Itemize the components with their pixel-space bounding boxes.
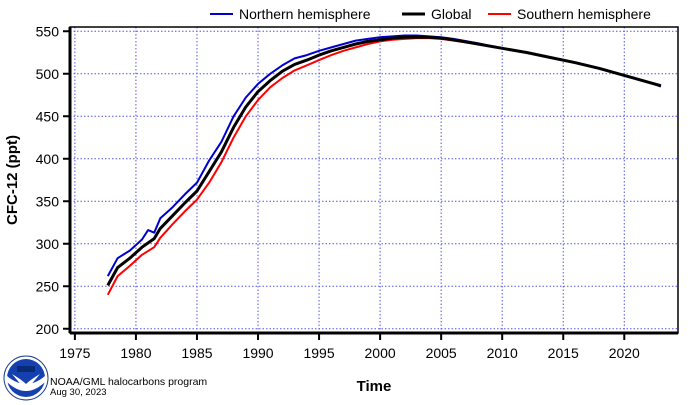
x-tick-label: 1975 bbox=[59, 345, 90, 361]
x-tick-label: 1990 bbox=[242, 345, 273, 361]
series-line-southern-hemisphere bbox=[106, 37, 662, 296]
y-tick-label: 300 bbox=[36, 236, 60, 252]
legend-label: Southern hemisphere bbox=[517, 6, 651, 22]
y-tick-label: 500 bbox=[36, 66, 60, 82]
credit-date: Aug 30, 2023 bbox=[50, 387, 107, 398]
series-lines bbox=[106, 34, 662, 296]
x-tick-label: 2000 bbox=[365, 345, 396, 361]
x-tick-label: 2010 bbox=[487, 345, 518, 361]
credit-program: NOAA/GML halocarbons program bbox=[50, 376, 208, 388]
series-line-northern-hemisphere bbox=[106, 34, 662, 277]
legend-label: Global bbox=[431, 6, 471, 22]
y-tick-label: 400 bbox=[36, 151, 60, 167]
x-tick-label: 1995 bbox=[303, 345, 334, 361]
x-tick-label: 2020 bbox=[609, 345, 640, 361]
y-tick-label: 450 bbox=[36, 108, 60, 124]
x-tick-label: 2015 bbox=[548, 345, 579, 361]
legend: Northern hemisphere Global Southern hemisp… bbox=[210, 6, 651, 22]
grid bbox=[70, 27, 678, 333]
plot-frame bbox=[69, 26, 679, 334]
y-tick-label: 550 bbox=[36, 23, 60, 39]
axes: 1975 1980 1985 1990 1995 2000 2005 2010 2015 2020… bbox=[36, 23, 679, 361]
y-tick-label: 250 bbox=[36, 278, 60, 294]
x-axis-label: Time bbox=[357, 378, 392, 395]
y-tick-label: 200 bbox=[36, 321, 60, 337]
y-axis-label: CFC-12 (ppt) bbox=[4, 135, 21, 225]
x-tick-label: 1980 bbox=[120, 345, 151, 361]
series-line-global bbox=[106, 35, 662, 287]
y-tick-label: 350 bbox=[36, 193, 60, 209]
legend-label: Northern hemisphere bbox=[239, 6, 371, 22]
x-tick-label: 1985 bbox=[181, 345, 212, 361]
x-tick-label: 2005 bbox=[426, 345, 457, 361]
noaa-logo bbox=[3, 355, 49, 401]
